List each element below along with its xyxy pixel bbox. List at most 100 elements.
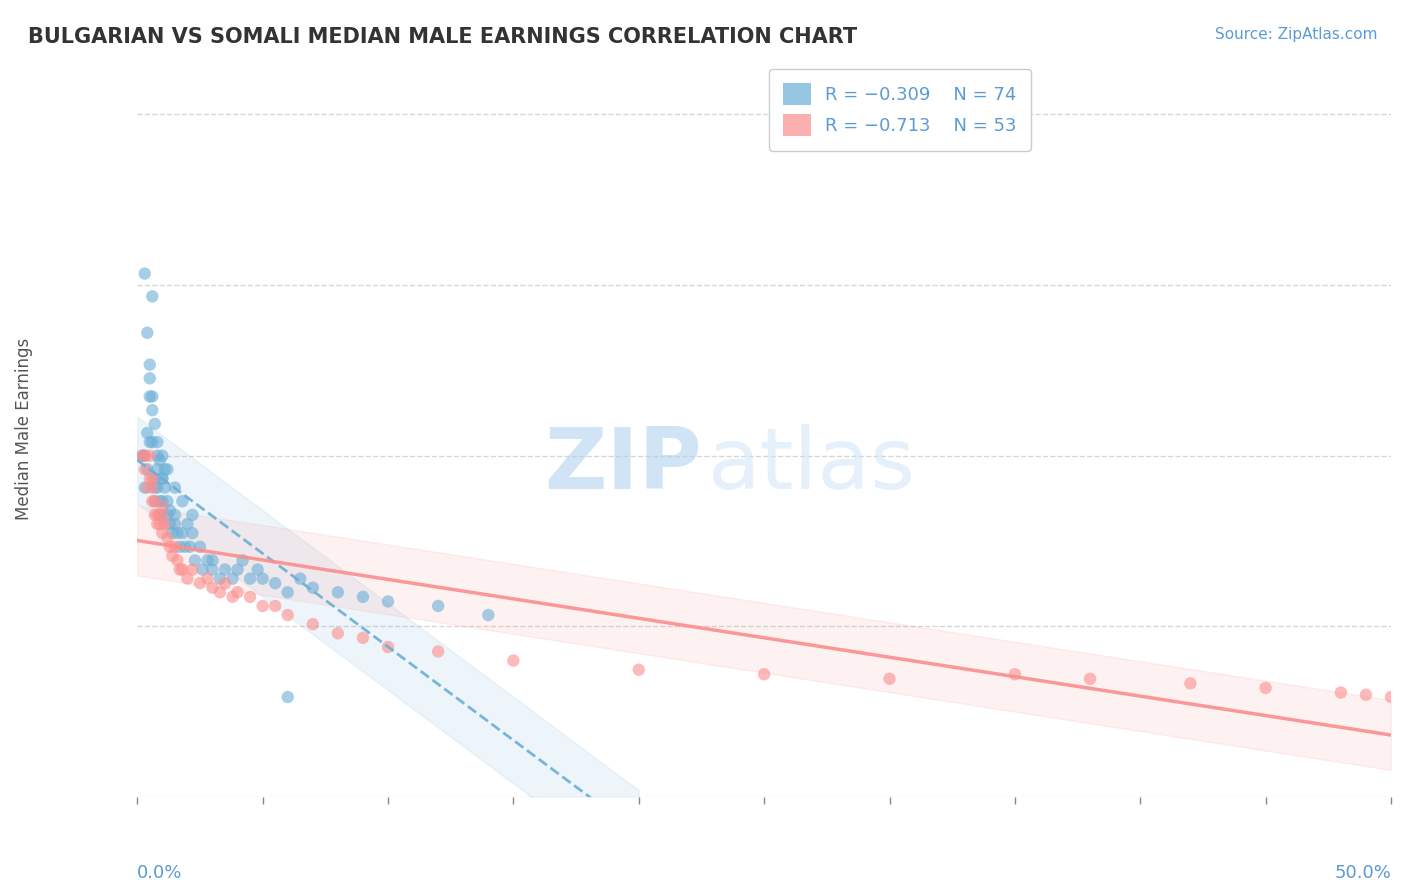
Point bbox=[1354, 688, 1376, 702]
Point bbox=[201, 553, 224, 567]
Point bbox=[201, 562, 224, 576]
Point bbox=[143, 481, 166, 495]
Point bbox=[352, 631, 374, 645]
Point bbox=[627, 663, 650, 677]
Point bbox=[427, 644, 450, 658]
Point bbox=[131, 449, 153, 463]
Point bbox=[139, 449, 162, 463]
Point bbox=[172, 494, 194, 508]
Point bbox=[146, 435, 169, 450]
Point bbox=[163, 516, 186, 531]
Point bbox=[172, 526, 194, 541]
Point bbox=[326, 585, 349, 599]
Point bbox=[1180, 676, 1202, 690]
Point bbox=[136, 425, 159, 440]
Point bbox=[146, 508, 169, 522]
Point bbox=[156, 494, 179, 508]
Point bbox=[146, 462, 169, 476]
Point bbox=[427, 599, 450, 613]
Point bbox=[150, 449, 173, 463]
Point bbox=[352, 590, 374, 604]
Point bbox=[166, 526, 188, 541]
Point bbox=[141, 390, 163, 404]
Point bbox=[150, 471, 173, 485]
Point bbox=[159, 540, 181, 554]
Point bbox=[214, 576, 236, 591]
Y-axis label: Median Male Earnings: Median Male Earnings bbox=[15, 337, 32, 519]
Point bbox=[143, 417, 166, 431]
Point bbox=[150, 526, 173, 541]
Point bbox=[139, 371, 162, 385]
Point bbox=[153, 462, 176, 476]
Point bbox=[1004, 667, 1026, 681]
Point bbox=[153, 481, 176, 495]
Point bbox=[141, 289, 163, 303]
Point bbox=[214, 562, 236, 576]
Point bbox=[166, 553, 188, 567]
Point bbox=[134, 267, 156, 281]
Point bbox=[1330, 685, 1353, 699]
Point bbox=[277, 608, 299, 623]
Point bbox=[252, 572, 274, 586]
Point bbox=[136, 481, 159, 495]
Point bbox=[477, 608, 499, 623]
Point bbox=[141, 481, 163, 495]
Point bbox=[136, 326, 159, 340]
Point bbox=[377, 594, 399, 608]
Point bbox=[150, 494, 173, 508]
Point bbox=[208, 585, 231, 599]
Text: Source: ZipAtlas.com: Source: ZipAtlas.com bbox=[1215, 27, 1378, 42]
Point bbox=[264, 576, 287, 591]
Point bbox=[232, 553, 254, 567]
Point bbox=[208, 572, 231, 586]
Point bbox=[221, 590, 243, 604]
Point bbox=[163, 540, 186, 554]
Point bbox=[141, 494, 163, 508]
Point bbox=[139, 390, 162, 404]
Point bbox=[226, 562, 249, 576]
Point bbox=[146, 516, 169, 531]
Point bbox=[141, 471, 163, 485]
Point bbox=[169, 562, 191, 576]
Point bbox=[143, 471, 166, 485]
Point bbox=[146, 449, 169, 463]
Point bbox=[134, 462, 156, 476]
Point bbox=[290, 572, 312, 586]
Point bbox=[277, 585, 299, 599]
Point bbox=[181, 562, 204, 576]
Point bbox=[239, 590, 262, 604]
Point bbox=[201, 581, 224, 595]
Point bbox=[221, 572, 243, 586]
Point bbox=[169, 540, 191, 554]
Point bbox=[146, 481, 169, 495]
Point bbox=[163, 481, 186, 495]
Point bbox=[502, 654, 524, 668]
Point bbox=[134, 449, 156, 463]
Point bbox=[197, 572, 219, 586]
Point bbox=[301, 617, 323, 632]
Point bbox=[277, 690, 299, 704]
Point bbox=[184, 553, 207, 567]
Point bbox=[197, 553, 219, 567]
Point bbox=[134, 449, 156, 463]
Point bbox=[226, 585, 249, 599]
Point bbox=[188, 540, 211, 554]
Point bbox=[134, 481, 156, 495]
Point bbox=[163, 508, 186, 522]
Point bbox=[377, 640, 399, 654]
Point bbox=[174, 540, 197, 554]
Point bbox=[131, 449, 153, 463]
Text: 0.0%: 0.0% bbox=[138, 863, 183, 881]
Point bbox=[139, 358, 162, 372]
Point bbox=[139, 435, 162, 450]
Point bbox=[143, 494, 166, 508]
Point bbox=[156, 531, 179, 545]
Text: atlas: atlas bbox=[707, 424, 915, 507]
Point bbox=[149, 494, 172, 508]
Point bbox=[150, 471, 173, 485]
Text: 50.0%: 50.0% bbox=[1334, 863, 1391, 881]
Point bbox=[188, 576, 211, 591]
Point bbox=[149, 516, 172, 531]
Point bbox=[326, 626, 349, 640]
Point bbox=[1078, 672, 1101, 686]
